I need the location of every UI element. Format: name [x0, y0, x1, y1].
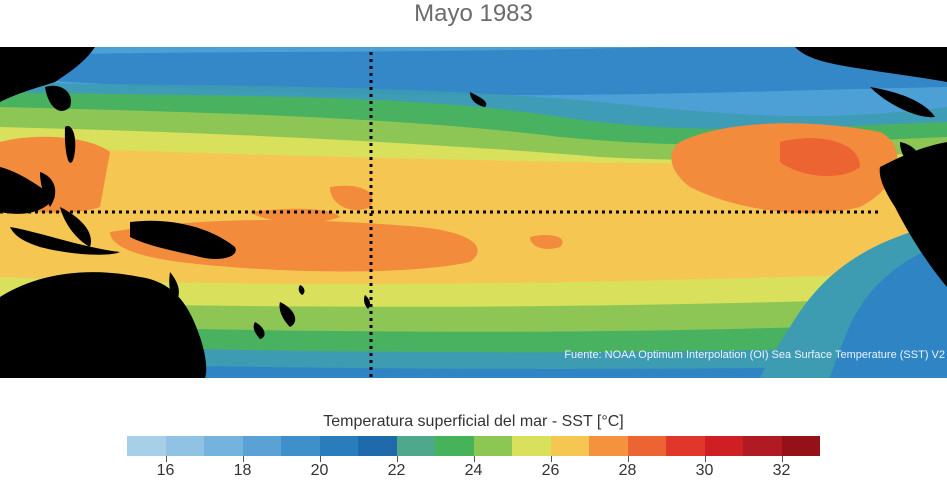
colorbar-tick-label: 22: [387, 462, 406, 479]
colorbar-bin: [281, 436, 320, 456]
map-title: Mayo 1983: [414, 0, 533, 27]
colorbar-tick-mark: [165, 456, 167, 462]
sst-map: [0, 47, 947, 378]
sst-map-svg: [0, 47, 947, 378]
colorbar-ticks: 16 18 20 22 24 26 28 30 32: [127, 456, 820, 480]
colorbar-tick-mark: [473, 456, 475, 462]
colorbar-tick-label: 30: [695, 462, 714, 479]
colorbar-bin: [704, 436, 743, 456]
colorbar-tick-label: 18: [233, 462, 252, 479]
source-note: Fuente: NOAA Optimum Interpolation (OI) …: [564, 349, 945, 361]
colorbar-bin: [358, 436, 397, 456]
colorbar-bin: [242, 436, 281, 456]
colorbar-tick-label: 20: [310, 462, 329, 479]
colorbar-bin: [589, 436, 628, 456]
colorbar-tick-label: 24: [464, 462, 483, 479]
colorbar-tick-mark: [627, 456, 629, 462]
colorbar-bin: [473, 436, 512, 456]
colorbar-bin: [627, 436, 666, 456]
colorbar-bin: [435, 436, 474, 456]
colorbar-bin: [666, 436, 705, 456]
colorbar-tick-mark: [319, 456, 321, 462]
colorbar-bin: [781, 436, 820, 456]
colorbar: [127, 436, 820, 456]
colorbar-bin: [319, 436, 358, 456]
colorbar-title: Temperatura superficial del mar - SST [°…: [323, 413, 624, 430]
colorbar-tick-mark: [550, 456, 552, 462]
colorbar-bin: [204, 436, 243, 456]
colorbar-bin: [743, 436, 782, 456]
colorbar-tick-label: 28: [618, 462, 637, 479]
colorbar-bin: [512, 436, 551, 456]
colorbar-tick-mark: [396, 456, 398, 462]
colorbar-tick-label: 26: [541, 462, 560, 479]
colorbar-tick-mark: [242, 456, 244, 462]
colorbar-tick-mark: [704, 456, 706, 462]
colorbar-bin: [165, 436, 204, 456]
colorbar-tick-label: 32: [772, 462, 791, 479]
colorbar-bin: [396, 436, 435, 456]
colorbar-bin: [127, 436, 166, 456]
landmass-layer: [0, 47, 947, 378]
colorbar-bin: [550, 436, 589, 456]
colorbar-tick-mark: [781, 456, 783, 462]
colorbar-tick-label: 16: [156, 462, 175, 479]
